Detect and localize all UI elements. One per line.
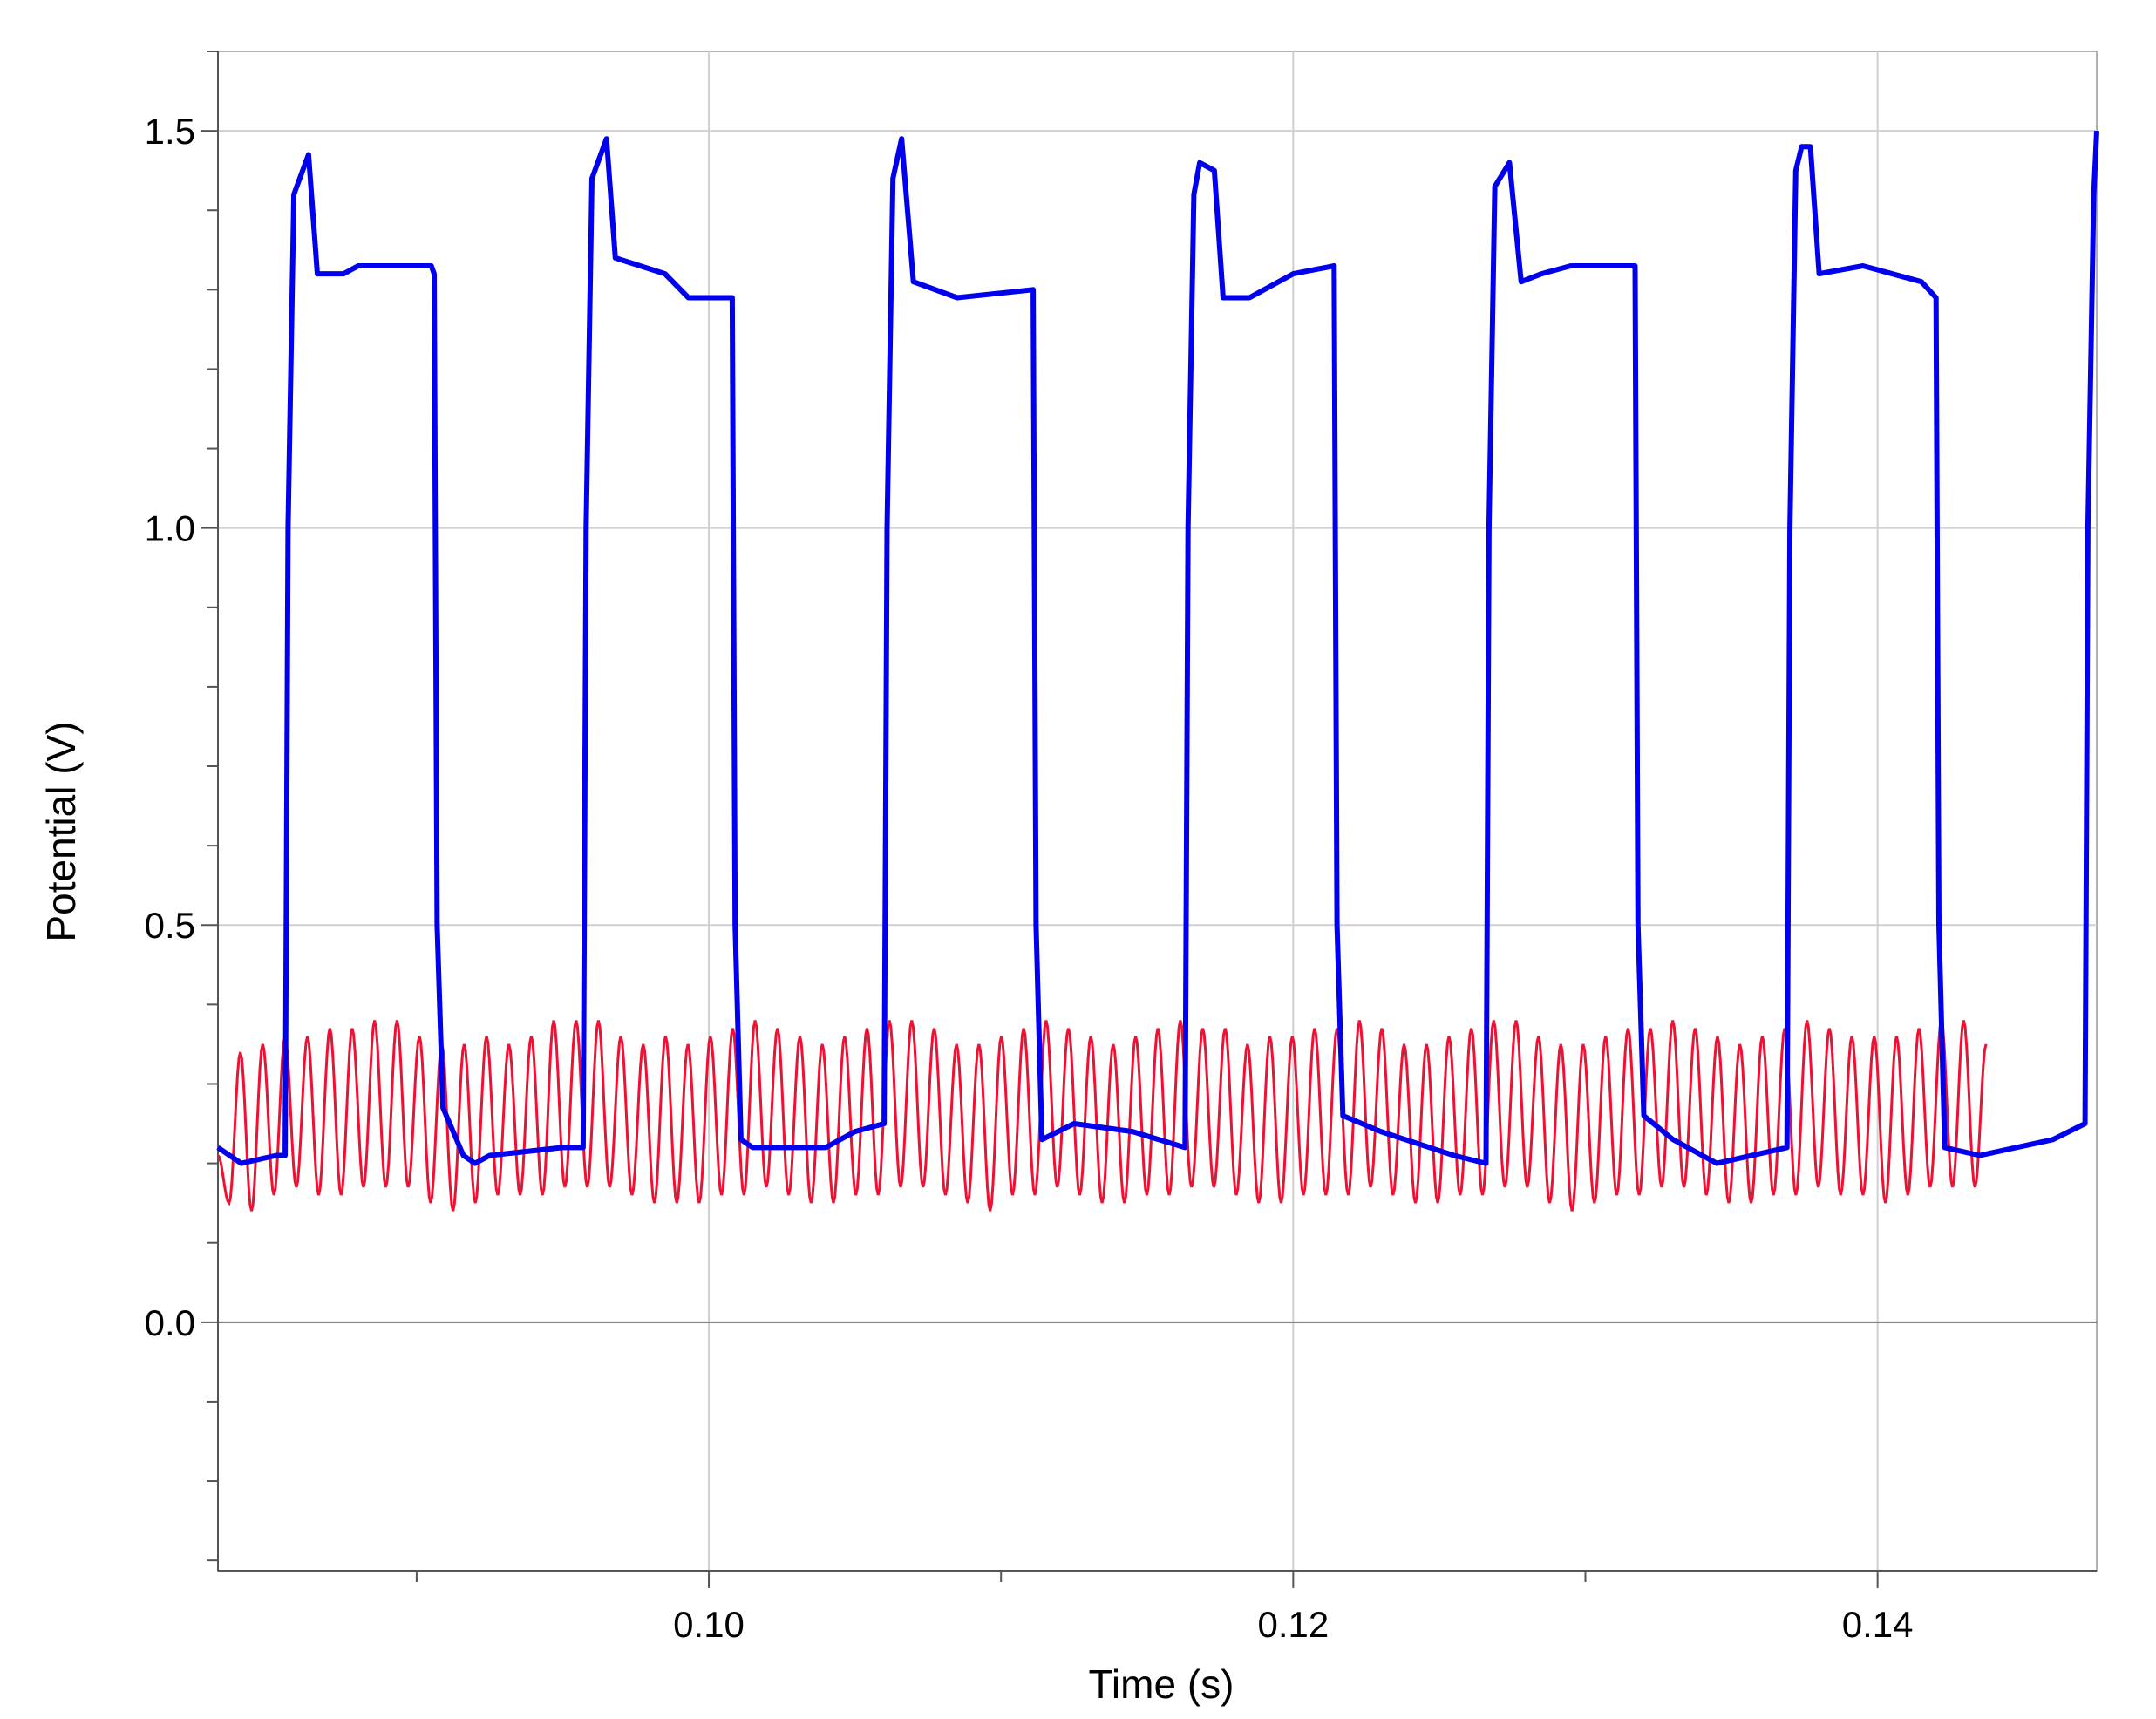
- series-blue-line: [216, 130, 2099, 1166]
- y-tick-label: 1.0: [145, 508, 195, 549]
- x-tick-label: 0.10: [673, 1604, 745, 1645]
- y-tick-label: 0.0: [145, 1302, 195, 1343]
- y-tick-label: 1.5: [145, 111, 195, 152]
- x-tick-label: 0.12: [1257, 1604, 1329, 1645]
- series-red-line: [216, 1020, 1988, 1212]
- x-tick-label: 0.14: [1842, 1604, 1914, 1645]
- y-axis-title: Potential (V): [38, 721, 84, 941]
- y-tick-label: 0.5: [145, 905, 195, 946]
- x-axis-title: Time (s): [1089, 1661, 1234, 1707]
- axes: 0.10 0.12 0.14 0.0 0.5 1.0 1.5: [145, 51, 2097, 1645]
- grid: [217, 51, 2098, 1572]
- series-lines: [216, 130, 2099, 1212]
- plot-frame: [217, 51, 2098, 1572]
